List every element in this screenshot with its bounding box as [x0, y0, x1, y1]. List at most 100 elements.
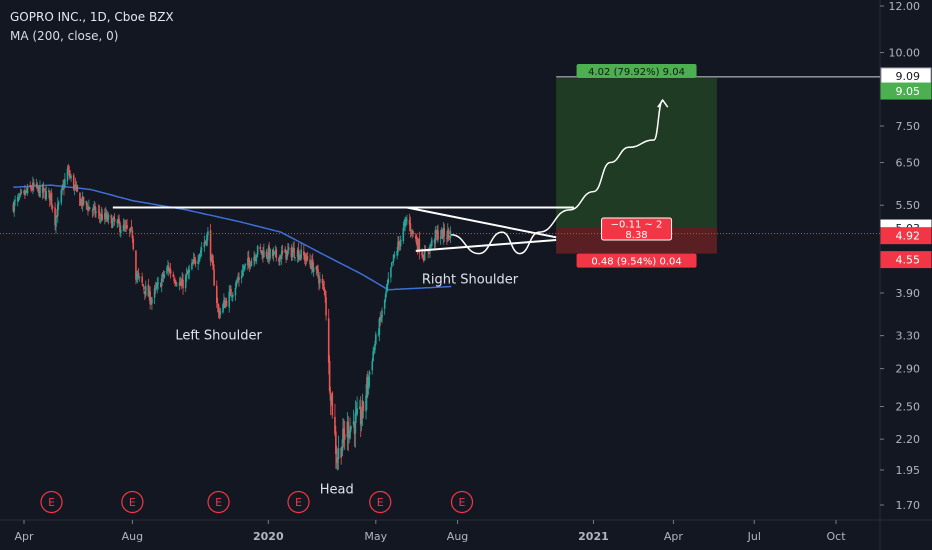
candle-body[interactable] [50, 192, 53, 205]
candle-body[interactable] [372, 351, 374, 362]
candle-body[interactable] [131, 230, 134, 239]
candle-body[interactable] [104, 212, 106, 220]
triangle-upper-line[interactable] [406, 206, 557, 239]
candle-body[interactable] [123, 225, 126, 227]
candle-body[interactable] [197, 260, 199, 264]
candle-body[interactable] [235, 280, 238, 287]
candle-body[interactable] [385, 288, 388, 293]
candle-body[interactable] [379, 317, 382, 320]
candle-body[interactable] [219, 310, 222, 315]
candle-body[interactable] [54, 207, 56, 226]
candle-body[interactable] [263, 250, 265, 258]
candle-body[interactable] [386, 284, 389, 290]
candle-body[interactable] [325, 297, 327, 316]
candle-body[interactable] [293, 247, 295, 257]
candle-body[interactable] [163, 274, 166, 278]
candle-body[interactable] [318, 278, 320, 284]
candle-body[interactable] [442, 228, 445, 238]
earnings-marker[interactable] [121, 490, 144, 514]
candle-body[interactable] [408, 220, 411, 225]
candle-body[interactable] [87, 207, 89, 211]
candle-body[interactable] [217, 304, 220, 312]
candle-body[interactable] [390, 267, 392, 278]
candle-body[interactable] [435, 230, 438, 234]
candle-body[interactable] [180, 284, 183, 286]
candle-body[interactable] [72, 175, 75, 190]
candle-body[interactable] [279, 255, 282, 260]
candle-body[interactable] [355, 412, 358, 416]
candle-body[interactable] [327, 318, 330, 363]
candle-body[interactable] [224, 301, 227, 307]
candle-body[interactable] [275, 249, 278, 258]
candle-body[interactable] [181, 279, 183, 286]
candle-body[interactable] [63, 185, 65, 189]
candle-body[interactable] [248, 260, 251, 267]
candle-body[interactable] [254, 256, 256, 260]
candle-body[interactable] [168, 269, 171, 273]
candle-body[interactable] [218, 312, 221, 317]
candle-body[interactable] [61, 186, 64, 191]
candle-body[interactable] [101, 214, 103, 221]
candle-body[interactable] [412, 230, 414, 234]
candle-body[interactable] [186, 271, 189, 275]
candle-body[interactable] [421, 252, 423, 256]
earnings-marker[interactable] [287, 490, 310, 514]
candle-body[interactable] [160, 283, 162, 288]
candle-body[interactable] [112, 217, 115, 220]
candle-body[interactable] [298, 255, 301, 260]
candle-body[interactable] [279, 255, 281, 263]
candle-body[interactable] [37, 186, 40, 188]
candle-body[interactable] [266, 257, 269, 259]
candle-body[interactable] [136, 274, 139, 277]
candle-body[interactable] [330, 395, 333, 400]
candle-body[interactable] [66, 168, 69, 181]
candle-body[interactable] [399, 239, 402, 247]
candle-body[interactable] [296, 250, 299, 257]
candle-body[interactable] [354, 413, 357, 434]
candle-body[interactable] [362, 401, 365, 411]
candle-body[interactable] [166, 267, 168, 274]
candle-body[interactable] [130, 226, 133, 229]
candle-body[interactable] [20, 191, 23, 193]
candle-body[interactable] [292, 248, 294, 253]
candle-body[interactable] [305, 254, 308, 262]
candle-body[interactable] [194, 260, 197, 265]
candle-body[interactable] [48, 190, 51, 201]
candle-body[interactable] [449, 231, 452, 238]
candle-body[interactable] [315, 266, 318, 270]
candle-body[interactable] [210, 255, 213, 263]
candle-body[interactable] [136, 275, 138, 279]
candle-body[interactable] [31, 189, 33, 191]
candle-body[interactable] [95, 211, 97, 214]
candle-body[interactable] [306, 256, 309, 260]
candle-body[interactable] [244, 263, 247, 266]
candle-body[interactable] [294, 257, 296, 259]
candle-body[interactable] [107, 214, 110, 220]
candle-body[interactable] [343, 434, 346, 440]
candle-body[interactable] [398, 240, 400, 244]
candle-body[interactable] [322, 283, 325, 287]
candle-body[interactable] [237, 279, 239, 281]
candle-body[interactable] [94, 205, 96, 214]
candle-body[interactable] [250, 260, 253, 266]
candle-body[interactable] [41, 184, 44, 193]
candle-body[interactable] [402, 227, 405, 242]
candle-body[interactable] [155, 287, 158, 289]
candle-body[interactable] [353, 422, 356, 434]
candle-body[interactable] [147, 284, 150, 297]
candle-body[interactable] [55, 216, 57, 227]
candle-body[interactable] [175, 281, 177, 285]
candle-body[interactable] [297, 249, 300, 259]
candle-body[interactable] [415, 239, 418, 245]
candle-body[interactable] [82, 196, 85, 205]
candle-body[interactable] [391, 261, 394, 263]
candle-body[interactable] [247, 258, 249, 266]
candle-body[interactable] [446, 230, 449, 239]
candle-body[interactable] [262, 252, 264, 258]
candle-body[interactable] [321, 279, 324, 284]
candle-body[interactable] [410, 232, 413, 234]
candle-body[interactable] [199, 250, 202, 254]
candle-body[interactable] [199, 253, 201, 260]
candle-body[interactable] [380, 318, 382, 321]
candle-body[interactable] [411, 229, 414, 233]
